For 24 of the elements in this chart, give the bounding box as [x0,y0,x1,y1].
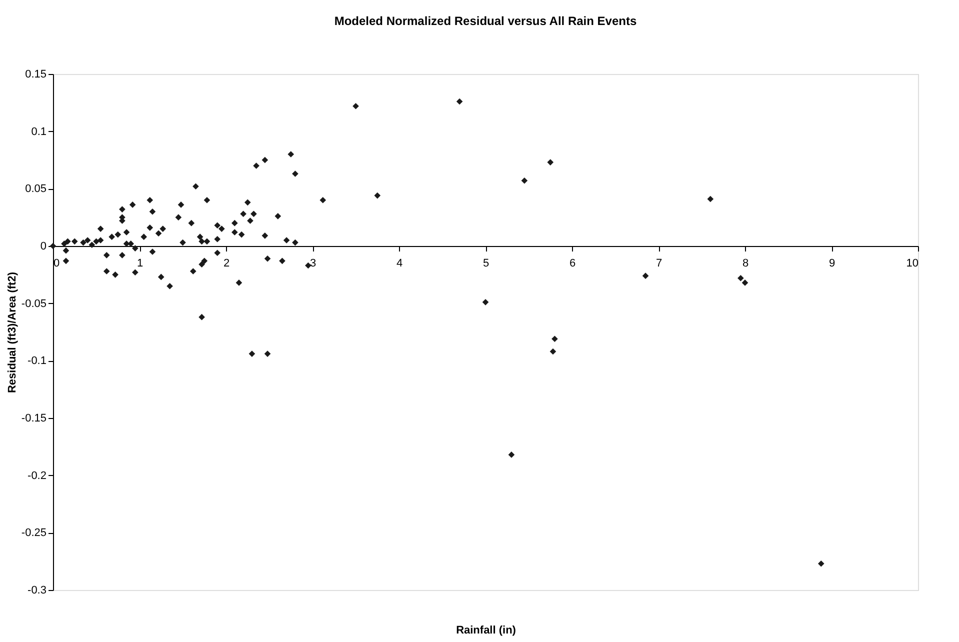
y-tick-label: -0.25 [21,527,46,540]
x-tick-label: 8 [742,258,749,270]
y-tick-label: -0.3 [28,584,46,596]
y-tick-label: 0.1 [31,126,46,138]
y-tick-label: 0.15 [25,68,46,80]
y-tick-label: -0.15 [21,412,46,424]
chart-title: Modeled Normalized Residual versus All Rain Events [334,14,637,28]
x-tick-label: 0 [54,258,60,270]
x-tick-label: 10 [906,258,918,270]
x-tick-label: 2 [223,258,230,270]
x-tick-label: 3 [310,258,316,270]
y-tick-label: -0.2 [28,470,46,482]
y-tick-label: 0.05 [25,183,46,196]
x-axis-title: Rainfall (in) [456,624,516,636]
x-tick-label: 5 [482,258,490,270]
y-tick-label: -0.05 [21,298,46,310]
x-tick-label: 1 [136,258,144,270]
x-tick-label: 9 [828,258,836,270]
y-axis-title: Residual (ft3)/Area (ft2) [6,272,18,394]
y-tick-label: -0.1 [28,355,46,368]
x-tick-label: 4 [396,258,403,270]
y-tick-label: 0 [40,240,46,252]
x-tick-label: 7 [656,258,662,270]
x-tick-label: 6 [569,258,576,270]
